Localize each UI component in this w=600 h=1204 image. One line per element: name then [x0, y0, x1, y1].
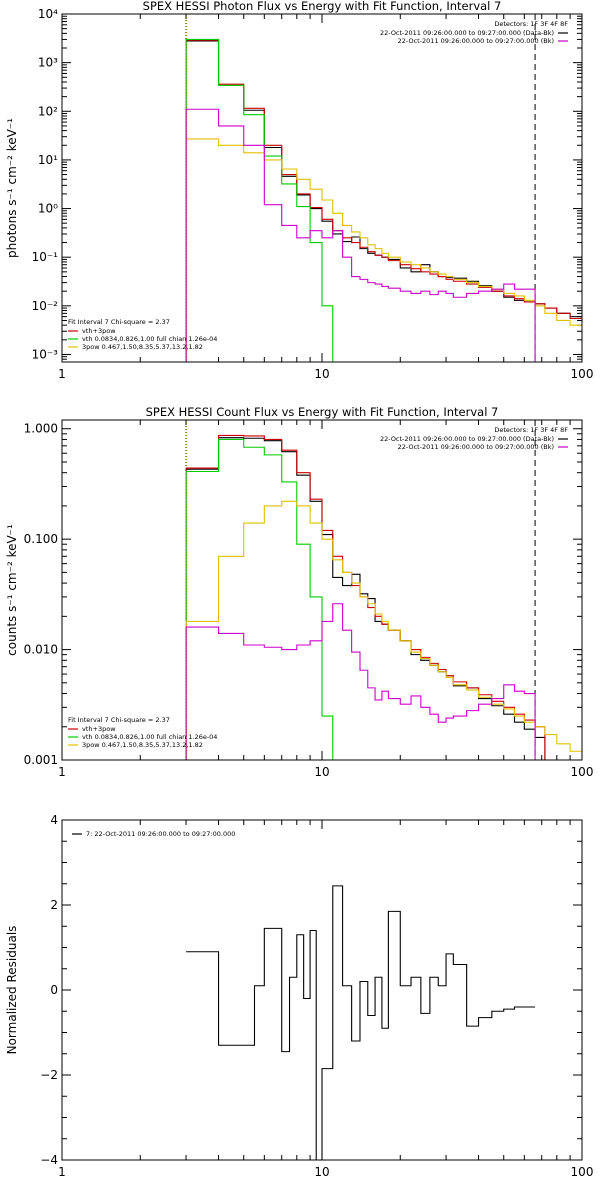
series-line-2 — [185, 39, 582, 362]
y-tick-label: 10⁻³ — [32, 347, 59, 361]
legend-header: Fit Interval 7 Chi-square = 2.37 — [68, 716, 170, 724]
x-tick-label: 100 — [571, 1165, 594, 1179]
y-tick-label: 2 — [50, 898, 58, 912]
plot-area — [185, 38, 582, 362]
y-tick-label: 0 — [50, 983, 58, 997]
plot-frame — [61, 13, 583, 363]
y-tick-label: 10⁰ — [38, 202, 58, 216]
legend-top-left: 7: 22-Oct-2011 09:26:00.000 to 09:27:00.… — [72, 830, 235, 838]
x-tick-label: 10 — [314, 765, 329, 779]
y-tick-label: 10³ — [38, 56, 58, 70]
chart-panel-2: SPEX HESSI Count Flux vs Energy with Fit… — [5, 405, 593, 779]
series-line-3 — [185, 438, 343, 760]
y-tick-label: 0.010 — [24, 643, 58, 657]
legend-entry-label: 22-Oct-2011 09:26:00.000 to 09:27:00.000… — [398, 443, 554, 451]
legend-header: Detectors: 1F 3F 4F 8F — [494, 20, 568, 28]
legend-entry-label: vth+3pow — [82, 725, 116, 733]
y-tick-label: −4 — [40, 1153, 58, 1167]
x-tick-label: 1 — [58, 765, 66, 779]
legend-entry-label: 22-Oct-2011 09:26:00.000 to 09:27:00.000… — [398, 37, 554, 45]
legend-entry-label: 22-Oct-2011 09:26:00.000 to 09:27:00.000… — [380, 435, 554, 443]
y-tick-label: 10⁻² — [32, 299, 59, 313]
series-line-1 — [185, 40, 582, 362]
series-line-4 — [185, 138, 582, 362]
x-tick-label: 10 — [314, 1165, 329, 1179]
y-tick-label: 10⁻¹ — [32, 250, 59, 264]
y-axis-label: counts s⁻¹ cm⁻² keV⁻¹ — [5, 524, 19, 656]
legend-bottom-left: Fit Interval 7 Chi-square = 2.37vth+3pow… — [68, 318, 217, 351]
legend-entry-label: 22-Oct-2011 09:26:00.000 to 09:27:00.000… — [380, 29, 554, 37]
plot-frame — [61, 819, 583, 1161]
x-tick-label: 100 — [571, 765, 594, 779]
y-tick-label: 10¹ — [38, 153, 58, 167]
x-tick-label: 1 — [58, 367, 66, 381]
y-axis-label: photons s⁻¹ cm⁻² keV⁻¹ — [5, 118, 19, 258]
series-line-1 — [186, 885, 536, 1160]
plot-area — [186, 885, 536, 1160]
legend-entry-label: 3pow 0.467,1.50,8.35,5.37,13.2,1.82 — [82, 741, 203, 749]
plot-frame — [61, 419, 583, 761]
chart-title: SPEX HESSI Count Flux vs Energy with Fit… — [146, 405, 499, 419]
y-tick-label: 10² — [38, 104, 58, 118]
y-tick-label: 0.100 — [24, 532, 58, 546]
y-tick-label: 1.000 — [24, 422, 58, 436]
legend-header: Fit Interval 7 Chi-square = 2.37 — [68, 318, 170, 326]
x-tick-label: 100 — [571, 367, 594, 381]
series-line-5 — [185, 108, 536, 362]
series-line-5 — [185, 603, 536, 760]
chart-title: SPEX HESSI Photon Flux vs Energy with Fi… — [143, 0, 502, 13]
x-tick-label: 1 — [58, 1165, 66, 1179]
legend-entry-label: vth 0.0834,0.826,1.00 full chian 1.26e-0… — [82, 733, 217, 741]
legend-entry-label: vth+3pow — [82, 327, 116, 335]
legend-entry-label: vth 0.0834,0.826,1.00 full chian 1.26e-0… — [82, 335, 217, 343]
legend-header: Detectors: 1F 3F 4F 8F — [494, 426, 568, 434]
y-tick-label: 0.001 — [24, 753, 58, 767]
legend-entry-label: 7: 22-Oct-2011 09:26:00.000 to 09:27:00.… — [86, 830, 235, 838]
series-line-3 — [185, 38, 343, 362]
x-tick-label: 10 — [314, 367, 329, 381]
legend-bottom-left: Fit Interval 7 Chi-square = 2.37vth+3pow… — [68, 716, 217, 749]
plot-area — [185, 434, 582, 760]
y-tick-label: −2 — [40, 1068, 58, 1082]
series-line-4 — [185, 500, 582, 760]
series-line-1 — [185, 437, 546, 760]
chart-panel-3: Normalized Residuals 1 10 100 −4 −2 0 2 4 7: 22-O… — [5, 813, 593, 1179]
chart-panel-1: SPEX HESSI Photon Flux vs Energy with Fi… — [5, 0, 593, 381]
y-tick-label: 4 — [50, 813, 58, 827]
series-line-2 — [185, 434, 546, 760]
y-axis-label: Normalized Residuals — [5, 926, 19, 1055]
legend-entry-label: 3pow 0.467,1.50,8.35,5.37,13.2,1.82 — [82, 343, 203, 351]
y-tick-label: 10⁴ — [38, 7, 58, 21]
